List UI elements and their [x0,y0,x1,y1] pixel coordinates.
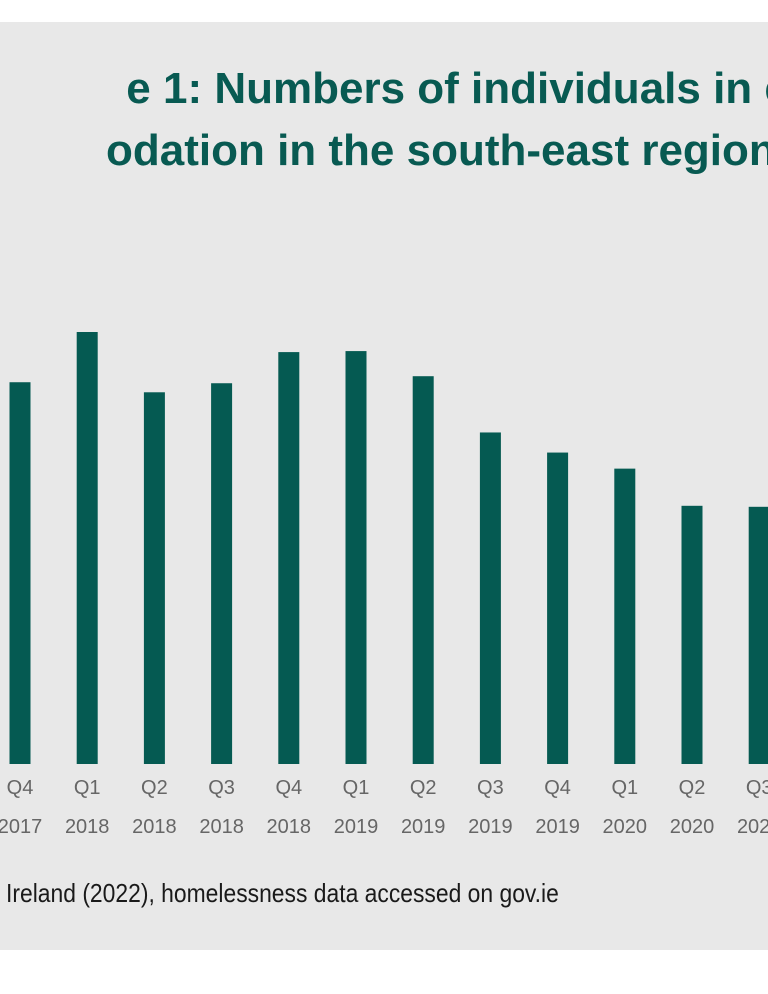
tick-label-quarter-7: Q3 [477,777,504,799]
tick-label-quarter-4: Q4 [275,777,302,799]
bar-chart: Q4 2017 Q1 2018 Q2 2018 Q3 2018 Q4 2018 Q1 2019 Q2 20… [0,332,768,838]
tick-label-quarter-2: Q2 [141,777,168,799]
bar-4 [278,352,300,764]
tick-label-year-10: 2020 [670,816,715,838]
source-note: Ireland (2022), homelessness data access… [6,878,559,908]
tick-label-quarter-10: Q2 [679,777,706,799]
tick-label-year-6: 2019 [401,816,446,838]
tick-label-quarter-8: Q4 [544,777,571,799]
tick-label-quarter-6: Q2 [410,777,437,799]
tick-label-year-1: 2018 [65,816,110,838]
bar-11 [748,506,768,764]
tick-label-year-4: 2018 [267,816,312,838]
chart-title-line-1: e 1: Numbers of individuals in em [126,64,768,113]
chart-panel: e 1: Numbers of individuals in em odatio… [0,22,768,950]
tick-label-quarter-3: Q3 [208,777,235,799]
tick-label-year-11: 2020 [737,816,768,838]
tick-label-year-5: 2019 [334,816,379,838]
bar-8 [547,452,569,764]
tick-label-quarter-11: Q3 [746,777,768,799]
bar-0 [9,382,31,764]
tick-label-year-7: 2019 [468,816,513,838]
tick-label-quarter-0: Q4 [7,777,34,799]
tick-label-year-3: 2018 [199,816,244,838]
tick-label-year-0: 2017 [0,816,42,838]
tick-label-quarter-5: Q1 [343,777,370,799]
bar-2 [143,392,165,764]
chart-title-line-2: odation in the south-east region, [106,126,768,175]
tick-label-quarter-9: Q1 [611,777,638,799]
tick-label-quarter-1: Q1 [74,777,101,799]
bar-10 [681,505,703,764]
bar-5 [345,351,367,764]
tick-label-year-2: 2018 [132,816,177,838]
tick-label-year-9: 2020 [603,816,648,838]
bar-3 [211,383,233,764]
bar-7 [479,432,501,764]
bar-9 [614,468,636,764]
bar-1 [76,332,98,764]
tick-label-year-8: 2019 [535,816,580,838]
bar-6 [412,376,434,764]
